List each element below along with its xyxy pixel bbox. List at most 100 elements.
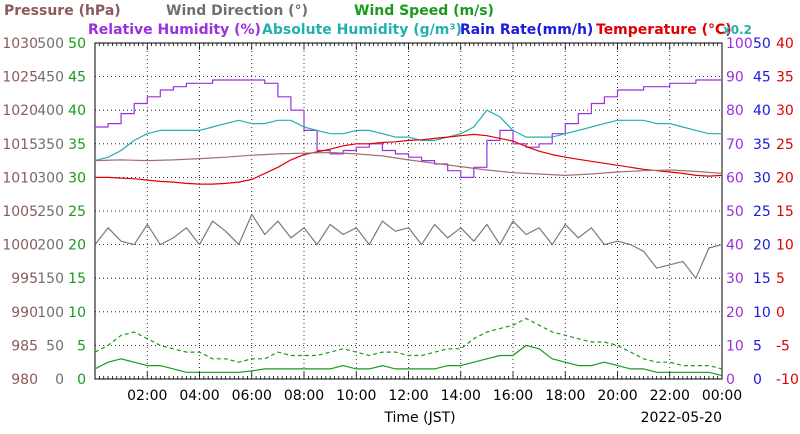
wind_direction-tick-label: 400 <box>37 103 64 119</box>
wind_direction-tick-label: 350 <box>37 137 64 153</box>
pressure-tick-label: 1015 <box>2 137 38 153</box>
y-axes: 1030102510201015101010051000995990985980… <box>2 36 799 388</box>
humidity-tick-label: 0 <box>726 372 735 388</box>
x-tick-label: 10:00 <box>336 388 376 404</box>
x-tick-label: 20:00 <box>597 388 637 404</box>
temperature-tick-label: 20 <box>776 170 794 186</box>
temperature-tick-label: -10 <box>776 372 799 388</box>
legend-item: Wind Direction (°) <box>166 3 308 19</box>
temperature-tick-label: 15 <box>776 204 794 220</box>
wind_direction-tick-label: 0 <box>55 372 64 388</box>
humidity-tick-label: 90 <box>726 70 744 86</box>
x-tick-label: 00:00 <box>702 388 742 404</box>
legend: Pressure (hPa) Wind Direction (°) Wind Spe… <box>4 3 752 38</box>
humidity-tick-label: 60 <box>726 170 744 186</box>
pressure-tick-label: 980 <box>11 372 38 388</box>
grid <box>95 43 722 379</box>
humidity-tick-label: 10 <box>726 338 744 354</box>
legend-item: Relative Humidity (%) <box>88 22 261 38</box>
humidity-tick-label: 40 <box>726 238 744 254</box>
humidity-tick-label: 50 <box>726 204 744 220</box>
rain-tick-label: 35 <box>753 137 771 153</box>
rain-tick-label: 40 <box>753 103 771 119</box>
pressure-tick-label: 1005 <box>2 204 38 220</box>
x-tick-label: 06:00 <box>232 388 272 404</box>
pressure-tick-label: 995 <box>11 271 38 287</box>
x-axis-label: Time (JST) <box>383 410 455 426</box>
temperature-tick-label: 5 <box>776 271 785 287</box>
wind_speed-tick-label: 30 <box>68 170 86 186</box>
legend-item: Pressure (hPa) <box>4 3 121 19</box>
x-tick-label: 08:00 <box>284 388 324 404</box>
humidity-tick-label: 70 <box>726 137 744 153</box>
series-line <box>94 317 723 370</box>
legend-item: Wind Speed (m/s) <box>354 3 494 19</box>
wind_direction-tick-label: 100 <box>37 305 64 321</box>
wind_direction-tick-label: 50 <box>46 338 64 354</box>
wind_speed-tick-label: 0 <box>77 372 86 388</box>
wind_speed-tick-label: 15 <box>68 271 86 287</box>
pressure-tick-label: 990 <box>11 305 38 321</box>
rain-tick-label: 30 <box>753 170 771 186</box>
temperature-tick-label: 30 <box>776 103 794 119</box>
humidity-tick-label: 100 <box>726 36 753 52</box>
x-axis: 02:00 04:00 06:00 08:00 10:00 12:00 14:00 16:00… <box>94 43 742 404</box>
series-line <box>94 109 722 162</box>
wind_speed-tick-label: 25 <box>68 204 86 220</box>
x-tick-label: 12:00 <box>388 388 428 404</box>
pressure-tick-label: 1000 <box>2 238 38 254</box>
temperature-tick-label: 0 <box>776 305 785 321</box>
wind_speed-tick-label: 50 <box>68 36 86 52</box>
wind_speed-tick-label: 20 <box>68 238 86 254</box>
x-tick-label: 16:00 <box>493 388 533 404</box>
legend-item: Temperature (°C) <box>596 22 732 38</box>
wind_direction-tick-label: 450 <box>37 70 64 86</box>
temperature-tick-label: 10 <box>776 238 794 254</box>
rain-tick-label: 15 <box>753 271 771 287</box>
rain-tick-label: 0 <box>753 372 762 388</box>
temperature-tick-label: 35 <box>776 70 794 86</box>
series-line <box>94 151 723 176</box>
x-tick-label: 22:00 <box>650 388 690 404</box>
pressure-tick-label: 1030 <box>2 36 38 52</box>
temperature-tick-label: 40 <box>776 36 794 52</box>
temperature-tick-label: -5 <box>776 338 790 354</box>
rain-tick-label: 25 <box>753 204 771 220</box>
x-tick-label: 02:00 <box>127 388 167 404</box>
rain-tick-label: 50 <box>753 36 771 52</box>
series-line <box>95 133 723 185</box>
temperature-tick-label: 25 <box>776 137 794 153</box>
humidity-tick-label: 80 <box>726 103 744 119</box>
rain-tick-label: 10 <box>753 305 771 321</box>
series-line <box>94 213 723 279</box>
legend-item: Absolute Humidity (g/m³) <box>262 22 462 38</box>
wind_speed-tick-label: 40 <box>68 103 86 119</box>
x-tick-label: 04:00 <box>179 388 219 404</box>
x-tick-label: 18:00 <box>545 388 585 404</box>
wind_speed-tick-label: 10 <box>68 305 86 321</box>
wind_speed-tick-label: 35 <box>68 137 86 153</box>
pressure-tick-label: 1020 <box>2 103 38 119</box>
humidity-tick-label: 30 <box>726 271 744 287</box>
wind_speed-tick-label: 5 <box>77 338 86 354</box>
wind_direction-tick-label: 500 <box>37 36 64 52</box>
legend-item: Rain Rate(mm/h) <box>460 22 593 38</box>
wind_direction-tick-label: 200 <box>37 238 64 254</box>
humidity-tick-label: 20 <box>726 305 744 321</box>
pressure-tick-label: 1025 <box>2 70 38 86</box>
rain-tick-label: 5 <box>753 338 762 354</box>
rain-tick-label: 20 <box>753 238 771 254</box>
x-tick-label: 14:00 <box>441 388 481 404</box>
wind_direction-tick-label: 300 <box>37 170 64 186</box>
abs-humidity-scale: x0.2 <box>723 23 752 37</box>
date-label: 2022-05-20 <box>641 410 722 426</box>
pressure-tick-label: 985 <box>11 338 38 354</box>
series-lines <box>94 79 723 377</box>
series-line <box>95 79 722 178</box>
wind_direction-tick-label: 150 <box>37 271 64 287</box>
rain-tick-label: 45 <box>753 70 771 86</box>
wind_speed-tick-label: 45 <box>68 70 86 86</box>
wind_direction-tick-label: 250 <box>37 204 64 220</box>
pressure-tick-label: 1010 <box>2 170 38 186</box>
